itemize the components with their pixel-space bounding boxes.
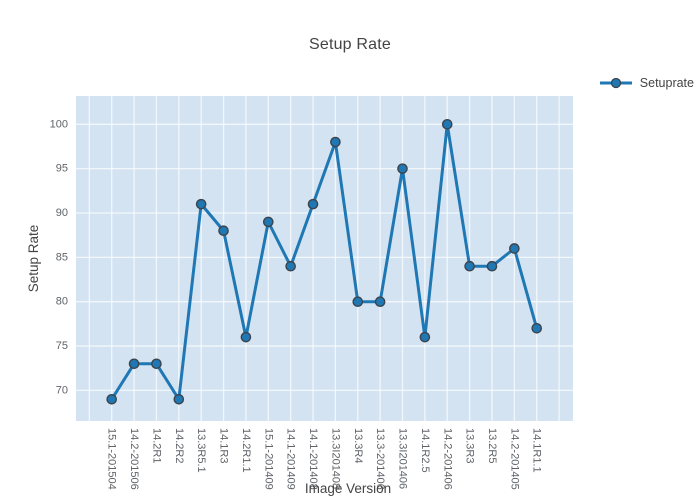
y-tick-label: 90 xyxy=(56,207,68,219)
data-point[interactable] xyxy=(173,393,185,405)
data-point[interactable] xyxy=(352,296,364,307)
data-point[interactable] xyxy=(509,243,520,254)
data-point[interactable] xyxy=(397,163,408,174)
y-tick-label: 70 xyxy=(56,384,68,396)
legend-item-setuprate[interactable]: Setuprate xyxy=(599,76,694,90)
data-point[interactable] xyxy=(285,260,296,272)
x-tick-label: 14.2-201506 xyxy=(128,428,140,490)
data-point[interactable] xyxy=(128,358,140,370)
data-point[interactable] xyxy=(464,260,475,272)
x-tick-label: 13.3I201406 xyxy=(397,428,409,489)
data-point[interactable] xyxy=(486,260,498,272)
data-point[interactable] xyxy=(531,323,543,334)
y-axis-title: Setup Rate xyxy=(26,225,41,293)
data-point[interactable] xyxy=(195,198,207,210)
x-tick-label: 13.3R3 xyxy=(464,428,476,463)
x-tick-label: 14.2R1.1 xyxy=(240,428,252,473)
y-tick-label: 95 xyxy=(56,163,68,175)
x-tick-label: 13.2R5 xyxy=(486,428,498,463)
x-tick-label: 15.1-201504 xyxy=(106,428,118,490)
y-tick-label: 85 xyxy=(56,251,68,263)
x-tick-label: 14.1-201408 xyxy=(307,428,319,490)
data-point[interactable] xyxy=(330,136,341,148)
data-point[interactable] xyxy=(262,216,274,228)
data-point[interactable] xyxy=(419,331,431,343)
legend-line-marker-icon xyxy=(599,77,632,89)
data-point[interactable] xyxy=(441,118,453,130)
x-tick-label: 13.3I201408 xyxy=(329,428,341,489)
y-tick-label: 80 xyxy=(56,296,68,308)
x-tick-label: 13.3-201406 xyxy=(374,428,386,490)
x-tick-label: 14.2R2 xyxy=(173,428,185,463)
data-point[interactable] xyxy=(106,393,117,405)
x-tick-label: 14.1R2.5 xyxy=(419,428,431,473)
x-tick-label: 14.1-201409 xyxy=(285,428,297,490)
x-tick-label: 14.2R1 xyxy=(150,428,162,463)
data-point[interactable] xyxy=(307,198,319,210)
legend-label: Setuprate xyxy=(639,76,694,90)
plot-area xyxy=(76,96,573,421)
y-tick-label: 100 xyxy=(50,118,68,130)
x-tick-label: 14.1R3 xyxy=(218,428,230,463)
x-tick-label: 14.2-201405 xyxy=(508,428,520,490)
data-point[interactable] xyxy=(218,225,229,237)
x-tick-label: 13.3R4 xyxy=(352,428,364,463)
chart-title: Setup Rate xyxy=(308,36,392,53)
data-point[interactable] xyxy=(374,296,386,307)
x-axis-title: Image Version xyxy=(305,481,391,496)
data-point[interactable] xyxy=(151,358,162,370)
x-tick-label: 15.1-201409 xyxy=(262,428,274,490)
series-line xyxy=(110,122,539,401)
x-tick-label: 13.3R5.1 xyxy=(195,428,207,473)
data-point[interactable] xyxy=(240,331,252,343)
x-tick-label: 14.2-201406 xyxy=(441,428,453,490)
x-tick-label: 14.1R1.1 xyxy=(531,428,543,473)
y-tick-label: 75 xyxy=(56,340,68,352)
